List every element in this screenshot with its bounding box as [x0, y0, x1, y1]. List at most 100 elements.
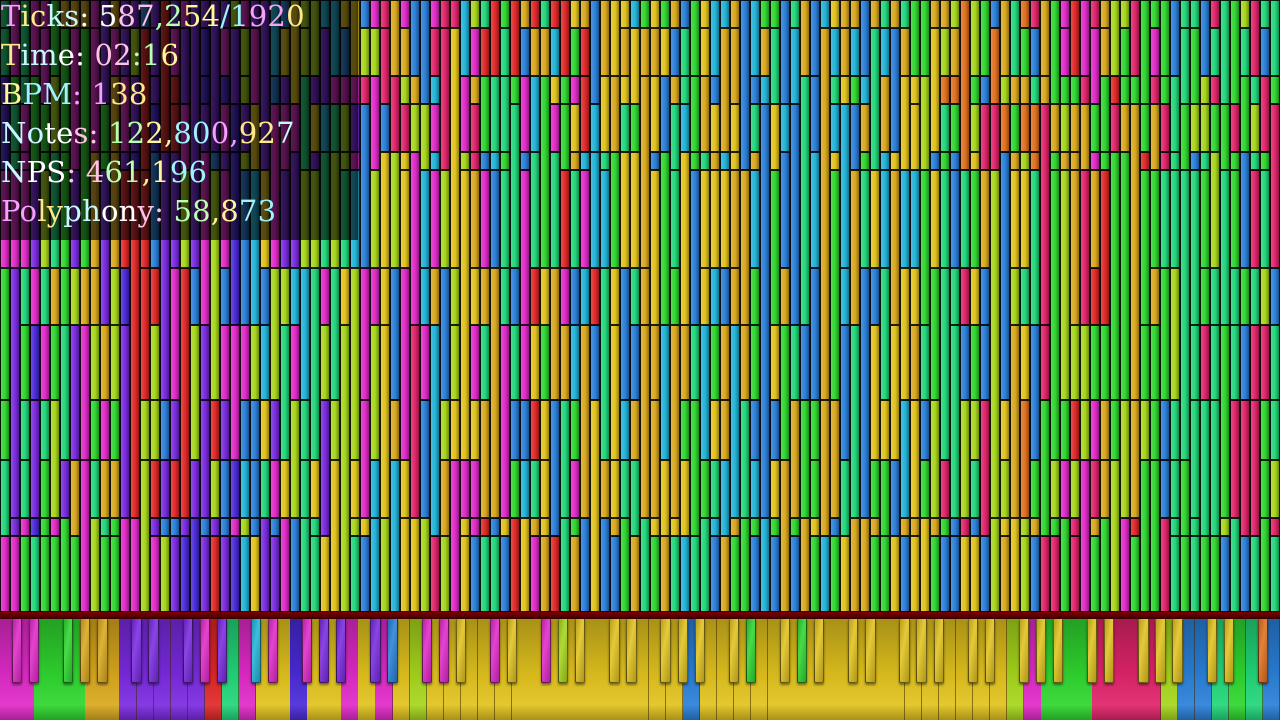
note-block: [600, 152, 610, 170]
black-key[interactable]: [575, 619, 586, 683]
black-key[interactable]: [182, 619, 193, 683]
black-key[interactable]: [216, 619, 227, 683]
note-block: [890, 460, 900, 536]
black-key[interactable]: [11, 619, 23, 683]
black-key[interactable]: [1035, 619, 1047, 683]
note-block: [910, 104, 920, 170]
note-block: [630, 28, 640, 104]
note-block: [1230, 268, 1240, 325]
note-block: [860, 152, 870, 170]
black-key[interactable]: [80, 619, 91, 683]
black-key[interactable]: [933, 619, 944, 683]
black-key[interactable]: [319, 619, 330, 683]
black-key[interactable]: [1104, 619, 1115, 683]
black-key[interactable]: [660, 619, 671, 683]
note-block: [500, 536, 510, 612]
black-key[interactable]: [370, 619, 381, 683]
black-key[interactable]: [1138, 619, 1149, 683]
black-key[interactable]: [916, 619, 927, 683]
black-key[interactable]: [421, 619, 432, 683]
note-block: [990, 28, 1000, 104]
black-key[interactable]: [745, 619, 757, 683]
note-block: [280, 518, 290, 612]
note-block: [1140, 325, 1150, 400]
black-key[interactable]: [1172, 619, 1183, 683]
black-key[interactable]: [779, 619, 791, 683]
black-key[interactable]: [967, 619, 978, 683]
note-block: [840, 536, 850, 612]
note-block: [400, 104, 410, 152]
note-block: [760, 0, 770, 28]
note-block: [1160, 400, 1170, 460]
stat-label: Ticks:: [1, 0, 90, 33]
note-block: [1240, 0, 1250, 28]
black-key[interactable]: [797, 619, 808, 683]
black-key[interactable]: [694, 619, 705, 683]
note-block: [780, 325, 790, 460]
black-key[interactable]: [455, 619, 466, 683]
note-block: [910, 170, 920, 268]
black-key[interactable]: [302, 619, 313, 683]
note-block: [30, 518, 40, 536]
black-key[interactable]: [250, 619, 262, 683]
note-block: [20, 536, 30, 612]
black-key[interactable]: [1087, 619, 1098, 683]
black-key[interactable]: [131, 619, 142, 683]
note-block: [530, 518, 540, 536]
black-key[interactable]: [506, 619, 518, 683]
black-key[interactable]: [29, 619, 40, 683]
note-block: [90, 518, 100, 612]
black-key[interactable]: [848, 619, 859, 683]
black-key[interactable]: [63, 619, 74, 683]
black-key[interactable]: [899, 619, 910, 683]
black-key[interactable]: [1018, 619, 1030, 683]
black-key[interactable]: [626, 619, 637, 683]
black-key[interactable]: [609, 619, 620, 683]
note-block: [40, 325, 50, 400]
black-key[interactable]: [1053, 619, 1064, 683]
note-block: [470, 28, 480, 76]
note-block: [350, 460, 360, 518]
black-key[interactable]: [984, 619, 995, 683]
black-key[interactable]: [97, 619, 108, 683]
black-key[interactable]: [387, 619, 398, 683]
note-block: [610, 268, 620, 325]
note-block: [570, 518, 580, 536]
black-key[interactable]: [1257, 619, 1269, 683]
black-key[interactable]: [1206, 619, 1217, 683]
note-block: [670, 170, 680, 268]
note-block: [220, 460, 230, 518]
black-key[interactable]: [1223, 619, 1234, 683]
note-block: [1010, 518, 1020, 612]
note-block: [1150, 0, 1160, 28]
note-block: [490, 0, 500, 76]
black-key[interactable]: [199, 619, 210, 683]
piano-keyboard: [0, 619, 1280, 720]
note-block: [840, 268, 850, 325]
black-key[interactable]: [267, 619, 279, 683]
note-block: [360, 28, 370, 76]
black-key[interactable]: [148, 619, 159, 683]
note-block: [800, 400, 810, 518]
note-block: [830, 536, 840, 612]
black-key[interactable]: [541, 619, 552, 683]
black-key[interactable]: [438, 619, 449, 683]
note-block: [470, 152, 480, 170]
note-block: [0, 460, 10, 536]
black-key[interactable]: [677, 619, 688, 683]
note-block: [40, 460, 50, 518]
note-block: [900, 518, 910, 536]
note-block: [660, 28, 670, 76]
black-key[interactable]: [1155, 619, 1166, 683]
note-block: [670, 518, 680, 536]
note-block: [1190, 0, 1200, 28]
note-block: [930, 152, 940, 170]
note-block: [730, 0, 740, 28]
note-block: [770, 170, 780, 325]
black-key[interactable]: [336, 619, 347, 683]
black-key[interactable]: [489, 619, 501, 683]
black-key[interactable]: [728, 619, 739, 683]
black-key[interactable]: [865, 619, 876, 683]
black-key[interactable]: [814, 619, 825, 683]
black-key[interactable]: [558, 619, 569, 683]
